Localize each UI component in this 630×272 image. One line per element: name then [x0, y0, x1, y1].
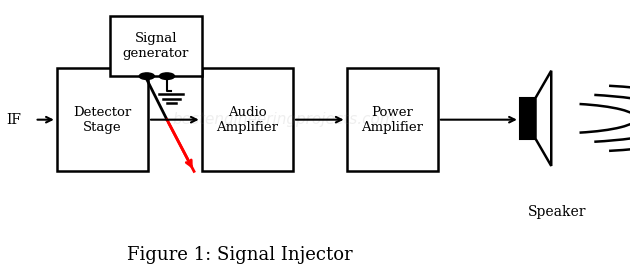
Text: bestengineeringprojects.com: bestengineeringprojects.com [172, 112, 395, 127]
Text: Signal
generator: Signal generator [123, 32, 189, 60]
Bar [110, 16, 202, 76]
Circle shape [139, 73, 154, 79]
Text: IF: IF [6, 113, 21, 127]
Bar [202, 68, 293, 171]
Text: Figure 1: Signal Injector: Figure 1: Signal Injector [127, 246, 352, 264]
Bar [520, 98, 536, 139]
Bar [57, 68, 148, 171]
Polygon shape [536, 71, 551, 166]
Bar [346, 68, 438, 171]
Text: Speaker: Speaker [529, 205, 587, 219]
Text: Detector
Stage: Detector Stage [73, 106, 132, 134]
Circle shape [159, 73, 175, 79]
Text: Audio
Amplifier: Audio Amplifier [216, 106, 278, 134]
Text: Power
Amplifier: Power Amplifier [361, 106, 423, 134]
